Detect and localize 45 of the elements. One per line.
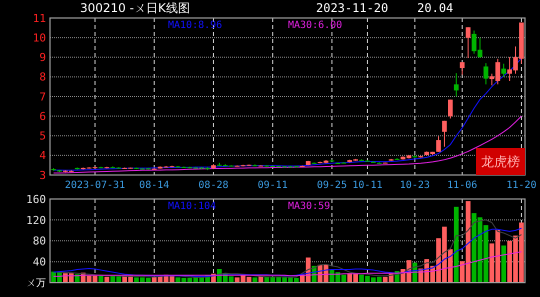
line-series: [53, 116, 522, 174]
bar: [252, 277, 258, 283]
y-tick-label: 160: [26, 192, 46, 206]
y-tick-label: 11: [32, 12, 46, 25]
x-tick-label: 09-25: [316, 180, 347, 191]
x-tick-label: 08-28: [198, 180, 229, 191]
text: MA10:104: [168, 201, 216, 212]
bar: [501, 246, 506, 283]
y-tick-label: 5: [39, 130, 46, 143]
candlestick: [466, 26, 471, 59]
x-tick-label: 2023-07-31: [64, 180, 126, 191]
y-tick-label: 9: [39, 51, 46, 64]
tag-badge: 龙虎榜: [476, 148, 525, 175]
chart-title: 300210 -ㄨ日K线图: [80, 1, 190, 15]
text: MA30:59: [288, 201, 330, 212]
candlestick: [460, 62, 465, 76]
x-tick-label: 10-11: [352, 180, 383, 191]
text: MA30:6.00: [288, 20, 342, 31]
line-series: [53, 251, 522, 277]
y-tick-label: 120: [26, 214, 46, 227]
candlestick: [442, 120, 447, 148]
y-tick-label: 3: [39, 168, 46, 182]
candlestick: [454, 72, 459, 97]
x-tick-label: 10-23: [400, 180, 430, 191]
annotation: 龙虎榜: [481, 155, 520, 170]
x-tick-label: 11-20: [506, 180, 536, 191]
x-tick-label: 08-14: [139, 180, 170, 191]
candlestick: [501, 63, 506, 78]
text: MA10:8.96: [168, 20, 222, 31]
y-axis-title: ㄨ万: [26, 278, 46, 290]
y-tick-label: 6: [39, 110, 46, 123]
candlestick: [484, 62, 488, 85]
x-tick-label: 11-06: [447, 180, 478, 191]
candlestick: [436, 136, 441, 152]
x-tick-label: 09-11: [258, 180, 288, 191]
chart-subtitle: 2023-11-20 20.04: [316, 1, 454, 15]
y-tick-label: 10: [32, 31, 46, 44]
bar: [98, 276, 104, 283]
y-tick-label: 4: [39, 149, 46, 162]
y-tick-label: 40: [32, 256, 46, 269]
y-tick-label: 8: [39, 70, 46, 84]
y-tick-label: 7: [39, 90, 46, 104]
candlestick: [448, 99, 453, 119]
y-tick-label: 80: [32, 234, 46, 248]
line-series: [53, 228, 522, 277]
